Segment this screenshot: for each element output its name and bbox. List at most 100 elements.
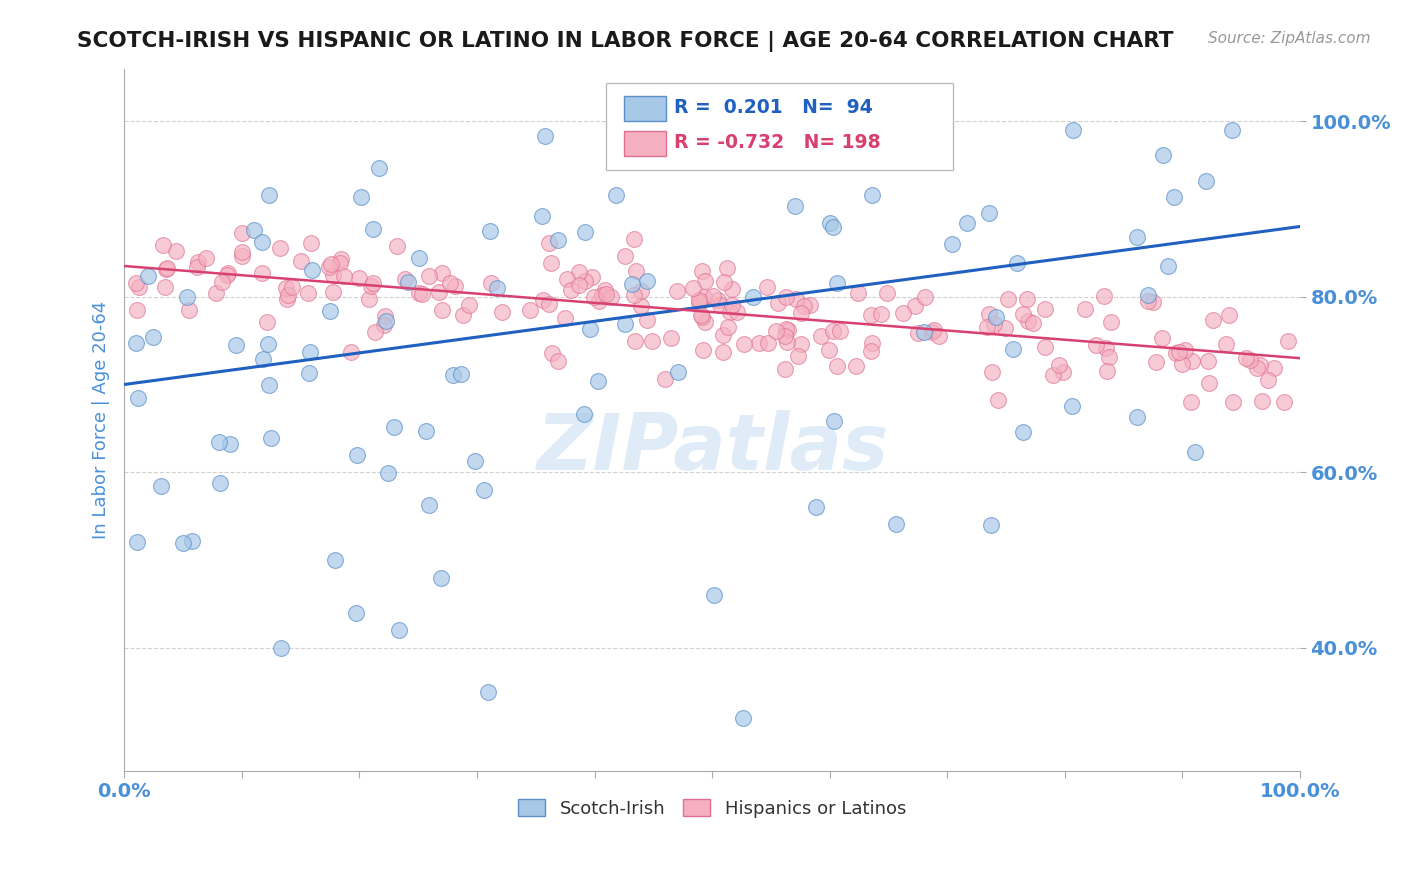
- Point: [773, 362, 796, 376]
- Point: [1174, 343, 1197, 357]
- Point: [595, 286, 617, 301]
- Point: [250, 266, 273, 280]
- Point: [554, 311, 576, 326]
- Point: [1126, 410, 1149, 425]
- Point: [276, 281, 298, 295]
- Point: [430, 266, 453, 280]
- Point: [1012, 307, 1035, 321]
- Point: [568, 277, 591, 292]
- Point: [1184, 444, 1206, 458]
- Point: [321, 285, 343, 299]
- Point: [318, 260, 340, 274]
- Point: [260, 432, 283, 446]
- Point: [519, 303, 541, 318]
- Point: [142, 330, 165, 344]
- Point: [690, 310, 713, 325]
- Point: [125, 535, 148, 549]
- Point: [1144, 355, 1167, 369]
- Point: [690, 308, 713, 322]
- Point: [1250, 394, 1272, 409]
- Point: [666, 365, 689, 379]
- Point: [1137, 288, 1160, 302]
- Point: [799, 298, 821, 312]
- Point: [1126, 230, 1149, 244]
- Point: [600, 290, 623, 304]
- Point: [623, 232, 645, 246]
- Point: [127, 391, 149, 405]
- Point: [818, 216, 841, 230]
- Point: [472, 483, 495, 497]
- Point: [250, 235, 273, 249]
- Point: [912, 325, 935, 339]
- Point: [1142, 294, 1164, 309]
- Point: [574, 407, 596, 421]
- Point: [218, 437, 240, 451]
- Point: [1220, 123, 1243, 137]
- Point: [299, 345, 322, 359]
- Point: [785, 292, 807, 306]
- Point: [165, 244, 187, 258]
- Point: [1084, 338, 1107, 352]
- Point: [385, 239, 408, 253]
- Point: [793, 299, 815, 313]
- Point: [299, 236, 322, 251]
- Point: [172, 536, 194, 550]
- Point: [1218, 308, 1240, 322]
- Point: [1060, 399, 1083, 413]
- Point: [692, 343, 714, 358]
- Point: [983, 318, 1005, 332]
- Point: [579, 322, 602, 336]
- Point: [150, 479, 173, 493]
- Point: [1234, 351, 1257, 366]
- Point: [690, 264, 713, 278]
- Point: [976, 320, 998, 334]
- Point: [388, 624, 411, 638]
- Point: [787, 349, 810, 363]
- Point: [1035, 301, 1057, 316]
- Point: [716, 260, 738, 275]
- Point: [775, 321, 797, 335]
- Point: [350, 190, 373, 204]
- Point: [1249, 358, 1271, 372]
- Point: [845, 359, 868, 374]
- Point: [709, 298, 731, 312]
- Point: [804, 500, 827, 515]
- Point: [717, 319, 740, 334]
- Point: [1277, 334, 1299, 348]
- Point: [776, 334, 799, 349]
- Point: [125, 277, 148, 291]
- Point: [721, 298, 744, 312]
- Point: [581, 269, 603, 284]
- Point: [270, 640, 292, 655]
- Text: R =  0.201   N=  94: R = 0.201 N= 94: [675, 97, 873, 117]
- Point: [215, 268, 238, 282]
- Point: [568, 265, 591, 279]
- Point: [928, 329, 950, 343]
- Point: [560, 283, 582, 297]
- Legend: Scotch-Irish, Hispanics or Latinos: Scotch-Irish, Hispanics or Latinos: [510, 791, 914, 825]
- Point: [441, 368, 464, 382]
- Point: [323, 553, 346, 567]
- Point: [451, 308, 474, 322]
- Point: [344, 606, 367, 620]
- Point: [977, 206, 1000, 220]
- Point: [1001, 342, 1024, 356]
- Point: [319, 303, 342, 318]
- Point: [533, 293, 555, 307]
- Point: [418, 268, 440, 283]
- Point: [1062, 123, 1084, 137]
- Point: [319, 257, 342, 271]
- Point: [907, 326, 929, 341]
- Point: [332, 268, 354, 283]
- Point: [457, 298, 479, 312]
- Point: [807, 145, 830, 159]
- Point: [329, 255, 352, 269]
- Point: [534, 129, 557, 144]
- Point: [1257, 373, 1279, 387]
- Point: [702, 289, 724, 303]
- Point: [790, 336, 813, 351]
- Point: [693, 274, 716, 288]
- Point: [1166, 346, 1188, 360]
- Point: [776, 323, 799, 337]
- Point: [574, 274, 596, 288]
